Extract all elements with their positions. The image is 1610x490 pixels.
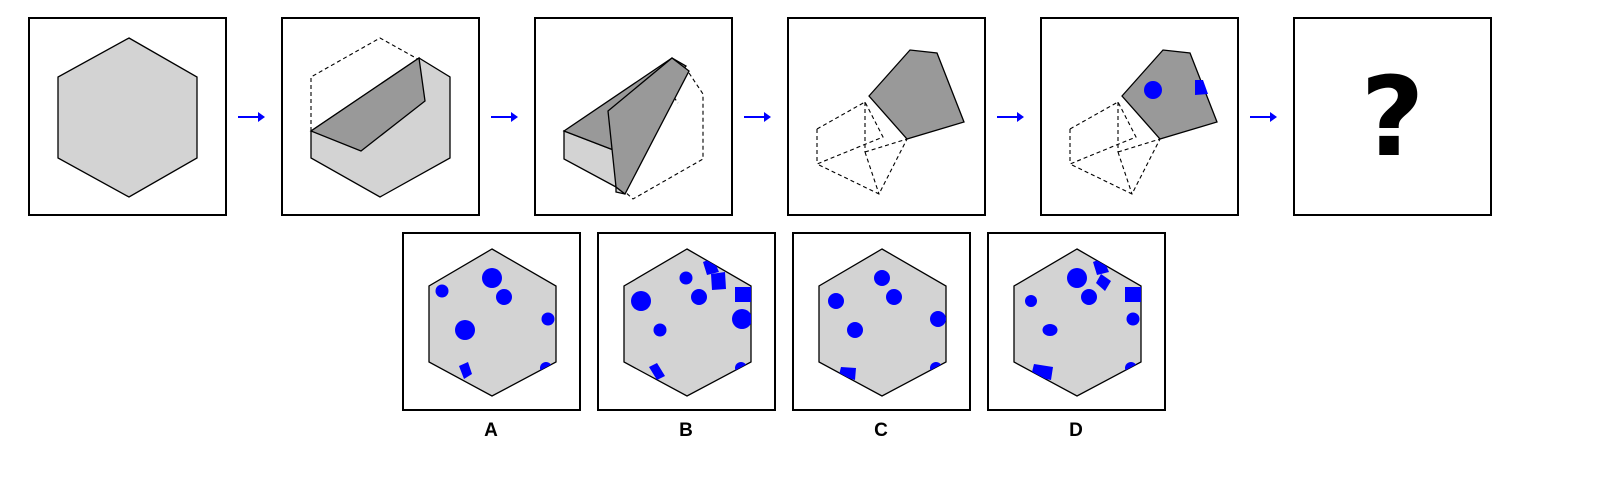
option-c[interactable] xyxy=(792,232,971,411)
option-b[interactable] xyxy=(597,232,776,411)
arrow-right-icon xyxy=(744,110,772,129)
hexagon-icon xyxy=(57,37,198,198)
arrow-right-icon xyxy=(491,110,519,129)
arrow-right-icon xyxy=(1250,110,1278,129)
option-b-hexagon xyxy=(623,248,752,397)
arrow-right-icon xyxy=(238,110,266,129)
option-a-hexagon xyxy=(428,248,557,397)
option-a-label: A xyxy=(484,420,498,441)
sequence-step-5 xyxy=(1040,17,1239,216)
punch-square-icon xyxy=(1195,80,1208,95)
sequence-step-4 xyxy=(787,17,986,216)
sequence-step-3 xyxy=(534,17,733,216)
option-b-label: B xyxy=(679,420,693,441)
fold-1-icon xyxy=(309,37,451,198)
option-a[interactable] xyxy=(402,232,581,411)
sequence-step-1 xyxy=(28,17,227,216)
sequence-step-2 xyxy=(281,17,480,216)
question-frame: ? xyxy=(1293,17,1492,216)
punched-icon xyxy=(1068,49,1218,195)
option-c-hexagon xyxy=(818,248,947,397)
option-d-label: D xyxy=(1069,420,1083,441)
punch-circle-icon xyxy=(1144,81,1162,99)
fold-3-icon xyxy=(815,49,965,195)
option-d-hexagon xyxy=(1013,248,1142,397)
question-mark: ? xyxy=(1360,52,1425,181)
fold-2-icon xyxy=(562,57,704,200)
option-c-label: C xyxy=(874,420,888,441)
option-d[interactable] xyxy=(987,232,1166,411)
arrow-right-icon xyxy=(997,110,1025,129)
